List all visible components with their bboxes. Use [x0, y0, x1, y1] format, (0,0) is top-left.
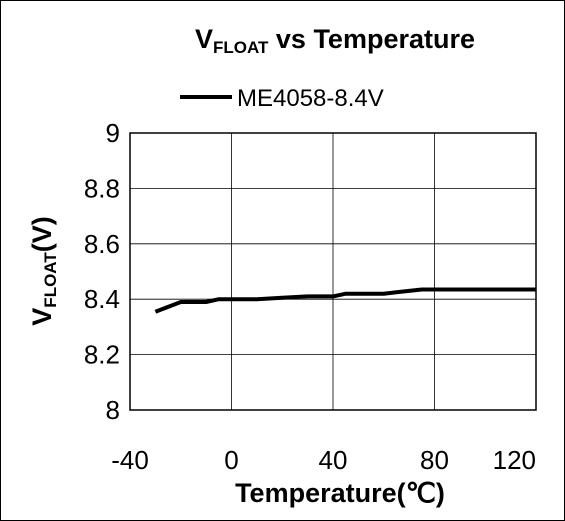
- y-tick-label: 8: [106, 395, 120, 425]
- plot-area-border: [129, 132, 537, 411]
- legend-label: ME4058-8.4V: [237, 85, 384, 112]
- plot-grid: [130, 133, 536, 410]
- x-tick-label: 0: [224, 445, 238, 475]
- y-tick-labels: 8 8.2 8.4 8.6 8.8 9: [84, 118, 120, 425]
- y-tick-label: 8.8: [84, 173, 120, 203]
- y-tick-label: 9: [106, 118, 120, 148]
- x-tick-label: -40: [111, 445, 149, 475]
- series-line-me4058: [154, 287, 536, 314]
- y-tick-label: 8.4: [84, 284, 120, 314]
- x-tick-label: 120: [493, 445, 536, 475]
- y-axis-label: VFLOAT(V): [27, 216, 60, 325]
- x-axis-label: Temperature(℃): [235, 478, 445, 508]
- x-tick-label: 80: [420, 445, 449, 475]
- y-tick-label: 8.6: [84, 229, 120, 259]
- x-tick-labels: -40 0 40 80 120: [111, 445, 536, 475]
- chart-title: VFLOAT vs Temperature: [195, 24, 475, 57]
- y-tick-label: 8.2: [84, 340, 120, 370]
- x-tick-label: 40: [319, 445, 348, 475]
